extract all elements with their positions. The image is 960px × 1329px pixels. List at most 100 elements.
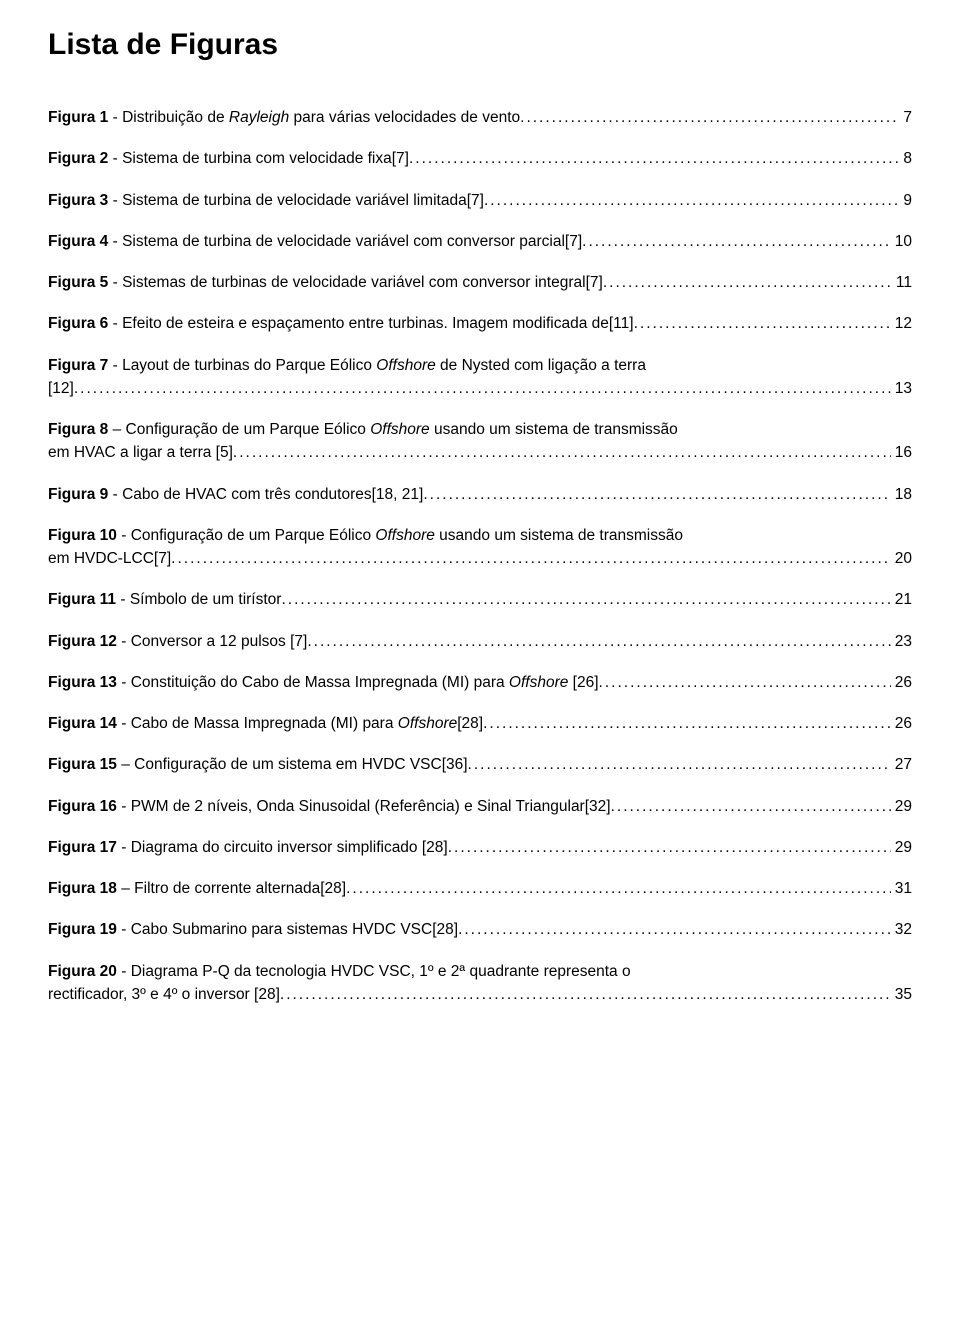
page-number: 21 xyxy=(891,588,912,611)
entry-text: Figura 12 - Conversor a 12 pulsos [7] xyxy=(48,630,307,653)
entry-continuation: rectificador, 3º e 4º o inversor [28]...… xyxy=(48,983,912,1006)
figure-entry: Figura 1 - Distribuição de Rayleigh para… xyxy=(48,106,912,129)
entry-line: Figura 12 - Conversor a 12 pulsos [7]...… xyxy=(48,630,912,653)
leader-dots: ........................................… xyxy=(171,547,891,570)
figure-entry: Figura 3 - Sistema de turbina de velocid… xyxy=(48,189,912,212)
figure-entry: Figura 16 - PWM de 2 níveis, Onda Sinuso… xyxy=(48,795,912,818)
page-number: 26 xyxy=(891,671,912,694)
leader-dots: ........................................… xyxy=(582,230,891,253)
figure-entry: Figura 4 - Sistema de turbina de velocid… xyxy=(48,230,912,253)
figure-entry: Figura 11 - Símbolo de um tirístor......… xyxy=(48,588,912,611)
entry-continuation: [12]....................................… xyxy=(48,377,912,400)
page-number: 8 xyxy=(899,147,912,170)
figure-entry: Figura 6 - Efeito de esteira e espaçamen… xyxy=(48,312,912,335)
leader-dots: ........................................… xyxy=(520,106,899,129)
entry-cont-text: em HVAC a ligar a terra [5] xyxy=(48,441,233,464)
entry-line: Figura 6 - Efeito de esteira e espaçamen… xyxy=(48,312,912,335)
leader-dots: ........................................… xyxy=(483,712,891,735)
page-number: 29 xyxy=(891,836,912,859)
page-number: 27 xyxy=(891,753,912,776)
leader-dots: ........................................… xyxy=(611,795,891,818)
figure-entry: Figura 5 - Sistemas de turbinas de veloc… xyxy=(48,271,912,294)
leader-dots: ........................................… xyxy=(634,312,891,335)
figure-entry: Figura 9 - Cabo de HVAC com três conduto… xyxy=(48,483,912,506)
entry-cont-text: rectificador, 3º e 4º o inversor [28] xyxy=(48,983,280,1006)
page-number: 9 xyxy=(899,189,912,212)
entry-text: Figura 5 - Sistemas de turbinas de veloc… xyxy=(48,271,603,294)
entry-line: Figura 11 - Símbolo de um tirístor......… xyxy=(48,588,912,611)
leader-dots: ........................................… xyxy=(280,983,891,1006)
leader-dots: ........................................… xyxy=(409,147,899,170)
page-number: 26 xyxy=(891,712,912,735)
entry-line: Figura 4 - Sistema de turbina de velocid… xyxy=(48,230,912,253)
page-number: 10 xyxy=(891,230,912,253)
leader-dots: ........................................… xyxy=(307,630,890,653)
leader-dots: ........................................… xyxy=(233,441,891,464)
figure-entry: Figura 2 - Sistema de turbina com veloci… xyxy=(48,147,912,170)
figure-entry: Figura 20 - Diagrama P-Q da tecnologia H… xyxy=(48,960,912,1007)
entry-text: Figura 13 - Constituição do Cabo de Mass… xyxy=(48,671,599,694)
entry-line: Figura 1 - Distribuição de Rayleigh para… xyxy=(48,106,912,129)
entry-line: Figura 16 - PWM de 2 níveis, Onda Sinuso… xyxy=(48,795,912,818)
entry-line: Figura 5 - Sistemas de turbinas de veloc… xyxy=(48,271,912,294)
page-number: 23 xyxy=(891,630,912,653)
entry-text: Figura 6 - Efeito de esteira e espaçamen… xyxy=(48,312,634,335)
leader-dots: ........................................… xyxy=(468,753,891,776)
page-number: 13 xyxy=(891,377,912,400)
entry-line: Figura 3 - Sistema de turbina de velocid… xyxy=(48,189,912,212)
page-number: 20 xyxy=(891,547,912,570)
figure-entry: Figura 8 – Configuração de um Parque Eól… xyxy=(48,418,912,465)
entry-line: Figura 9 - Cabo de HVAC com três conduto… xyxy=(48,483,912,506)
figure-entry: Figura 12 - Conversor a 12 pulsos [7]...… xyxy=(48,630,912,653)
entry-text: Figura 16 - PWM de 2 níveis, Onda Sinuso… xyxy=(48,795,611,818)
leader-dots: ........................................… xyxy=(484,189,899,212)
leader-dots: ........................................… xyxy=(423,483,890,506)
entry-text: Figura 19 - Cabo Submarino para sistemas… xyxy=(48,918,458,941)
leader-dots: ........................................… xyxy=(281,588,890,611)
entry-text: Figura 1 - Distribuição de Rayleigh para… xyxy=(48,106,520,129)
entry-line: Figura 18 – Filtro de corrente alternada… xyxy=(48,877,912,900)
entry-first-line: Figura 20 - Diagrama P-Q da tecnologia H… xyxy=(48,963,631,980)
page-number: 12 xyxy=(891,312,912,335)
page-number: 18 xyxy=(891,483,912,506)
entry-text: Figura 2 - Sistema de turbina com veloci… xyxy=(48,147,409,170)
entry-cont-text: em HVDC-LCC[7] xyxy=(48,547,171,570)
figure-entry: Figura 19 - Cabo Submarino para sistemas… xyxy=(48,918,912,941)
entry-text: Figura 9 - Cabo de HVAC com três conduto… xyxy=(48,483,423,506)
entry-line: Figura 2 - Sistema de turbina com veloci… xyxy=(48,147,912,170)
figure-entry: Figura 15 – Configuração de um sistema e… xyxy=(48,753,912,776)
entry-first-line: Figura 8 – Configuração de um Parque Eól… xyxy=(48,421,678,438)
page-number: 16 xyxy=(891,441,912,464)
entry-text: Figura 15 – Configuração de um sistema e… xyxy=(48,753,468,776)
figure-entry: Figura 17 - Diagrama do circuito inverso… xyxy=(48,836,912,859)
figure-entry: Figura 10 - Configuração de um Parque Eó… xyxy=(48,524,912,571)
page-number: 7 xyxy=(899,106,912,129)
figure-entry: Figura 14 - Cabo de Massa Impregnada (MI… xyxy=(48,712,912,735)
page-number: 11 xyxy=(892,271,912,294)
leader-dots: ........................................… xyxy=(458,918,891,941)
entry-text: Figura 14 - Cabo de Massa Impregnada (MI… xyxy=(48,712,483,735)
page-number: 32 xyxy=(891,918,912,941)
entry-text: Figura 3 - Sistema de turbina de velocid… xyxy=(48,189,484,212)
page-title: Lista de Figuras xyxy=(48,28,912,62)
entry-cont-text: [12] xyxy=(48,377,74,400)
figure-entry: Figura 18 – Filtro de corrente alternada… xyxy=(48,877,912,900)
figure-entry: Figura 13 - Constituição do Cabo de Mass… xyxy=(48,671,912,694)
entry-text: Figura 17 - Diagrama do circuito inverso… xyxy=(48,836,448,859)
entry-continuation: em HVAC a ligar a terra [5].............… xyxy=(48,441,912,464)
page-number: 35 xyxy=(891,983,912,1006)
page-number: 29 xyxy=(891,795,912,818)
leader-dots: ........................................… xyxy=(346,877,891,900)
entry-line: Figura 13 - Constituição do Cabo de Mass… xyxy=(48,671,912,694)
figure-list: Figura 1 - Distribuição de Rayleigh para… xyxy=(48,106,912,1006)
leader-dots: ........................................… xyxy=(74,377,891,400)
entry-continuation: em HVDC-LCC[7]..........................… xyxy=(48,547,912,570)
entry-line: Figura 15 – Configuração de um sistema e… xyxy=(48,753,912,776)
leader-dots: ........................................… xyxy=(603,271,892,294)
entry-text: Figura 4 - Sistema de turbina de velocid… xyxy=(48,230,582,253)
entry-first-line: Figura 10 - Configuração de um Parque Eó… xyxy=(48,527,683,544)
leader-dots: ........................................… xyxy=(599,671,891,694)
entry-first-line: Figura 7 - Layout de turbinas do Parque … xyxy=(48,357,646,374)
entry-line: Figura 17 - Diagrama do circuito inverso… xyxy=(48,836,912,859)
figure-entry: Figura 7 - Layout de turbinas do Parque … xyxy=(48,354,912,401)
